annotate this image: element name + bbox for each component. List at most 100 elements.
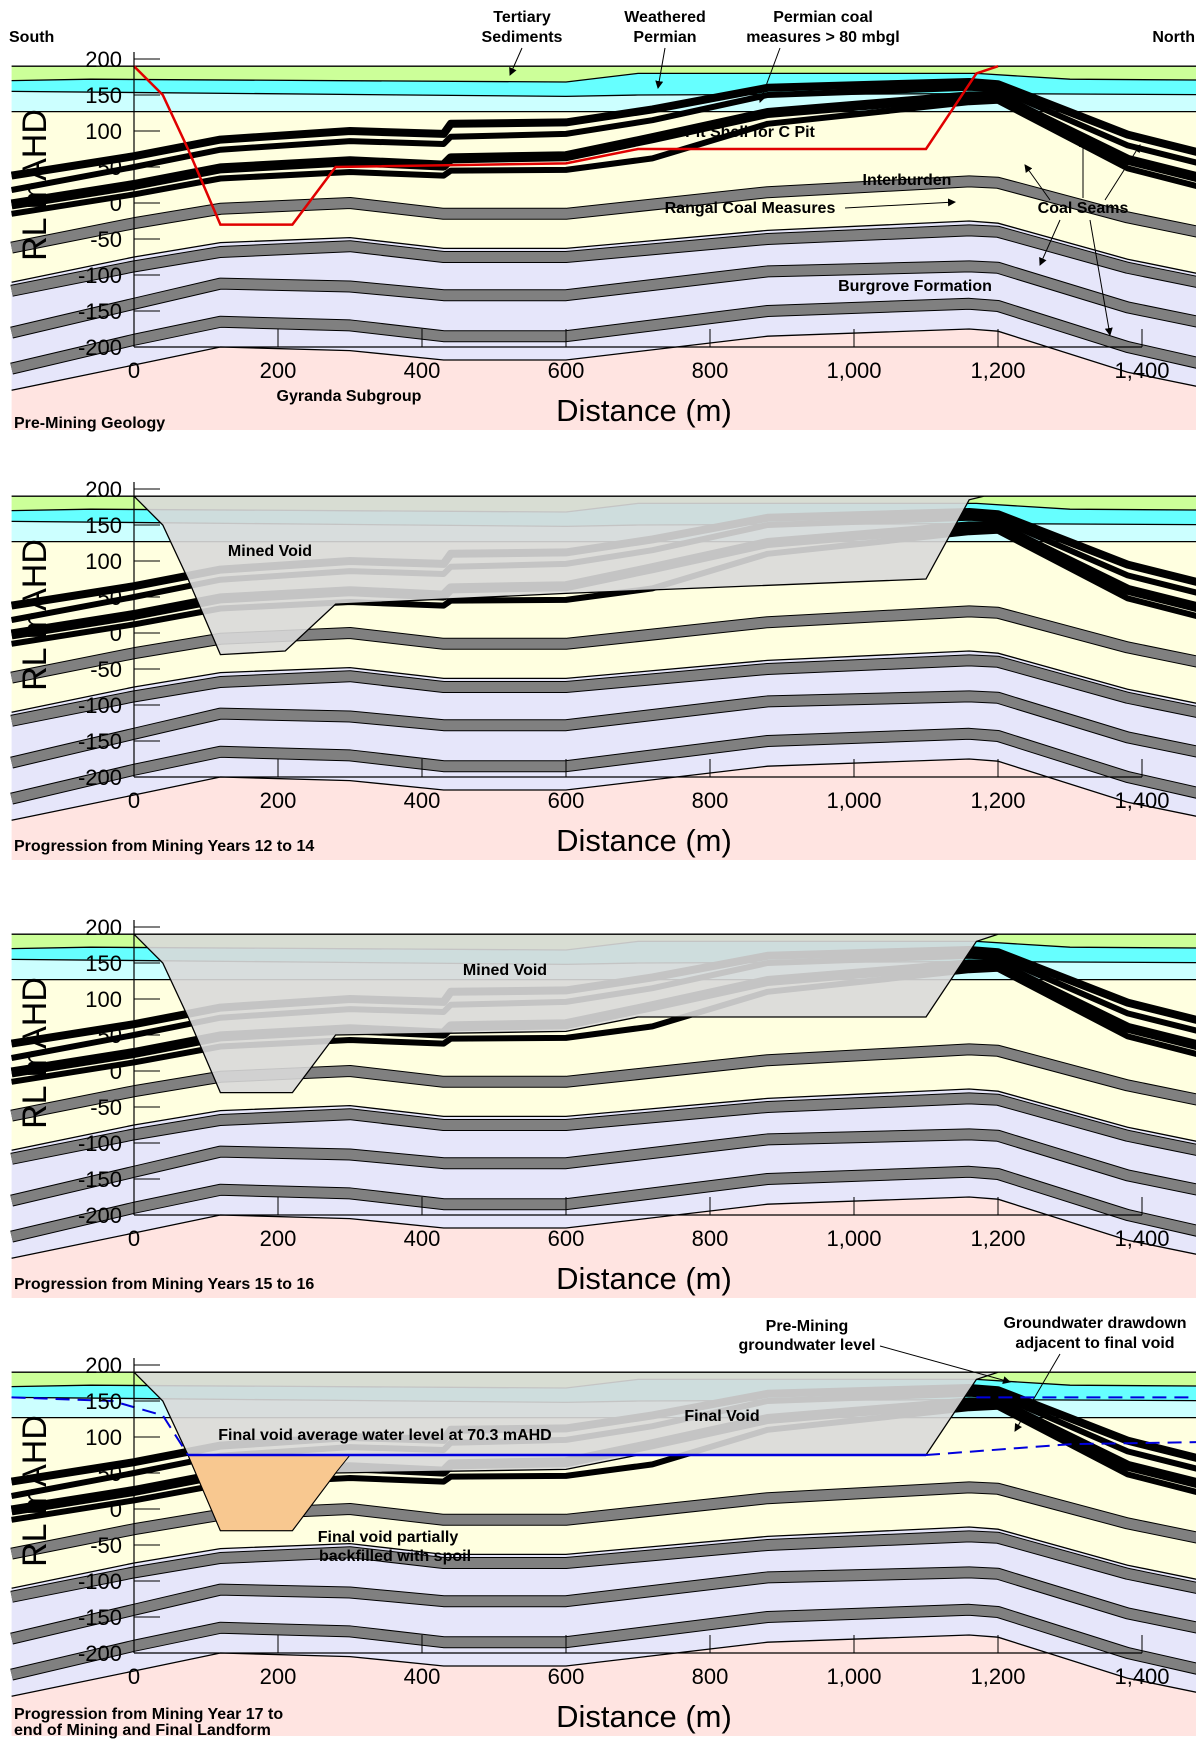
label-coal-seams: Coal Seams <box>1038 200 1129 217</box>
y-tick-label: 150 <box>85 83 122 108</box>
x-tick-label: 800 <box>692 358 729 383</box>
x-tick-label: 400 <box>404 1664 441 1689</box>
pit-shell-line <box>133 65 999 226</box>
label-tertiary-2: Sediments <box>482 29 563 46</box>
x-tick-label: 1,000 <box>826 788 881 813</box>
coal-seam <box>10 225 1196 296</box>
y-tick-label: 100 <box>85 987 122 1012</box>
label-mined-void: Mined Void <box>228 543 312 560</box>
coal-seam <box>10 92 1196 209</box>
x-tick-label: 1,200 <box>970 1226 1025 1251</box>
x-tick-label: 600 <box>548 358 585 383</box>
y-tick-label: -200 <box>78 1203 122 1228</box>
label-burngrove: Burgrove Formation <box>838 278 992 295</box>
label-gyranda: Gyranda Subgroup <box>277 388 422 405</box>
label-north: North <box>1152 29 1195 46</box>
x-axis-title: Distance (m) <box>556 1699 732 1734</box>
y-axis-title: RL mAHD <box>16 109 54 261</box>
leader-arrow <box>655 47 666 89</box>
label-tertiary: Tertiary <box>493 9 551 26</box>
y-tick-label: 200 <box>85 477 122 502</box>
panel-title-line2: end of Mining and Final Landform <box>14 1722 271 1739</box>
coal-seam <box>11 85 1196 192</box>
x-tick-label: 1,400 <box>1114 1664 1169 1689</box>
x-tick-label: 1,000 <box>826 1226 881 1251</box>
y-tick-label: -150 <box>78 299 122 324</box>
y-tick-label: 100 <box>85 549 122 574</box>
y-tick-label: 0 <box>110 1059 122 1084</box>
x-tick-label: 800 <box>692 1226 729 1251</box>
label-final-void: Final Void <box>684 1408 759 1425</box>
label-weathered-2: Permian <box>633 29 696 46</box>
y-tick-label: 0 <box>110 621 122 646</box>
coal-seam <box>10 1044 1196 1121</box>
coal-seam <box>10 606 1196 683</box>
x-tick-label: 200 <box>260 1226 297 1251</box>
x-tick-label: 800 <box>692 1664 729 1689</box>
x-tick-label: 0 <box>128 358 140 383</box>
leader-arrow <box>1089 219 1113 336</box>
y-tick-label: 100 <box>85 119 122 144</box>
x-tick-label: 1,400 <box>1114 1226 1169 1251</box>
x-tick-label: 400 <box>404 788 441 813</box>
label-interburden: Interburden <box>863 172 952 189</box>
x-tick-label: 0 <box>128 1664 140 1689</box>
y-tick-label: -50 <box>90 1095 122 1120</box>
y-tick-label: 0 <box>110 191 122 216</box>
label-permian-coal: Permian coal <box>773 9 873 26</box>
gyranda-layer <box>11 759 1196 860</box>
label-rangal: Rangal Coal Measures <box>665 200 836 217</box>
gyranda-layer <box>11 329 1196 430</box>
coal-seam <box>10 1567 1196 1644</box>
y-tick-label: -100 <box>78 1131 122 1156</box>
y-tick-label: 150 <box>85 1389 122 1414</box>
tertiary-layer <box>11 66 1196 82</box>
label-backfilled-2: backfilled with spoil <box>319 1548 471 1565</box>
x-tick-label: 400 <box>404 1226 441 1251</box>
y-tick-label: -100 <box>78 693 122 718</box>
x-tick-label: 1,200 <box>970 358 1025 383</box>
label-water-level: Final void average water level at 70.3 m… <box>218 1427 551 1444</box>
label-pre-mining-gw-2: groundwater level <box>739 1337 876 1354</box>
y-tick-label: 200 <box>85 1353 122 1378</box>
coal-seam <box>11 98 1196 216</box>
y-tick-label: -50 <box>90 227 122 252</box>
y-axis-title: RL mAHD <box>16 1415 54 1567</box>
leader-arrow <box>844 198 956 209</box>
coal-seam <box>10 1093 1196 1164</box>
coal-seam <box>10 261 1196 338</box>
leader-arrow <box>1014 1353 1061 1432</box>
x-tick-label: 600 <box>548 1664 585 1689</box>
coal-seam <box>10 1482 1196 1559</box>
label-backfilled: Final void partially <box>318 1529 459 1546</box>
label-gw-drawdown-2: adjacent to final void <box>1015 1335 1174 1352</box>
label-pre-mining-gw: Pre-Mining <box>766 1318 849 1335</box>
y-tick-label: 50 <box>98 1461 122 1486</box>
x-tick-label: 1,200 <box>970 788 1025 813</box>
label-permian-coal-2: measures > 80 mbgl <box>746 29 899 46</box>
y-tick-label: 50 <box>98 155 122 180</box>
y-tick-label: -200 <box>78 1641 122 1666</box>
x-tick-label: 400 <box>404 358 441 383</box>
coal-seam <box>10 176 1196 253</box>
leader-arrow <box>1104 144 1141 201</box>
x-tick-label: 200 <box>260 788 297 813</box>
x-tick-label: 200 <box>260 1664 297 1689</box>
y-tick-label: 150 <box>85 951 122 976</box>
label-gw-drawdown: Groundwater drawdown <box>1003 1315 1186 1332</box>
x-tick-label: 200 <box>260 358 297 383</box>
x-tick-label: 1,200 <box>970 1664 1025 1689</box>
y-axis-title: RL mAHD <box>16 977 54 1129</box>
y-tick-label: -150 <box>78 1605 122 1630</box>
x-tick-label: 0 <box>128 1226 140 1251</box>
y-tick-label: 100 <box>85 1425 122 1450</box>
x-tick-label: 800 <box>692 788 729 813</box>
x-axis-title: Distance (m) <box>556 823 732 858</box>
gyranda-layer <box>11 1635 1196 1736</box>
